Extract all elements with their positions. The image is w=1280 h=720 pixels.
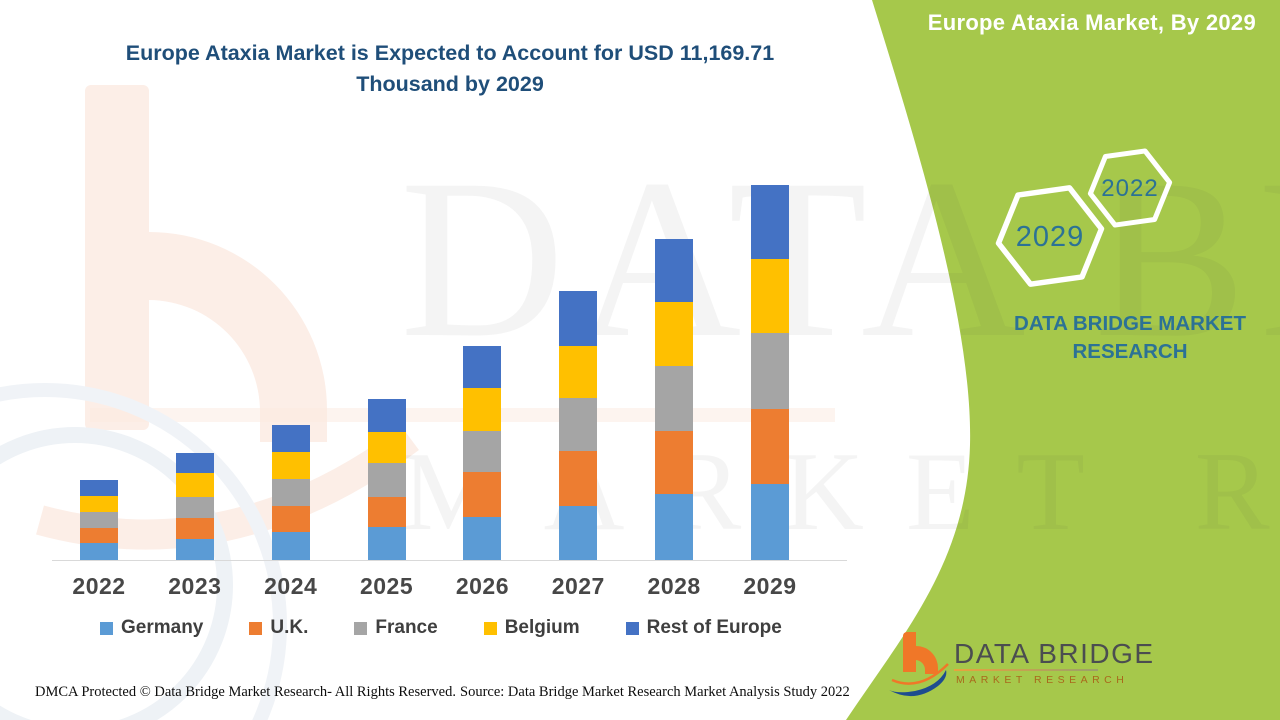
- hexagon-2029: 2029: [995, 185, 1105, 287]
- chart-title: Europe Ataxia Market is Expected to Acco…: [55, 38, 845, 100]
- chart-title-line2: Thousand by 2029: [356, 72, 544, 96]
- bar-segment-belgium: [750, 259, 789, 334]
- bar-segment-belgium: [367, 431, 406, 464]
- bar-segment-rest-of-europe: [175, 453, 214, 473]
- footer-source-text: Source: Data Bridge Market Research Mark…: [460, 684, 850, 700]
- legend-label: Germany: [121, 617, 204, 638]
- bar-segment-rest-of-europe: [750, 184, 789, 260]
- hexagon-2022: 2022: [1087, 148, 1173, 228]
- logo-wordmark: DATA BRIDGE: [954, 638, 1155, 669]
- legend-item-germany: Germany: [100, 617, 203, 639]
- bar-segment-belgium: [463, 388, 502, 432]
- bar-segment-u-k-: [655, 430, 694, 494]
- bar-segment-france: [175, 497, 214, 518]
- legend-swatch-icon: [483, 621, 497, 635]
- bar-segment-u-k-: [175, 517, 214, 540]
- bar-segment-u-k-: [271, 505, 310, 533]
- side-panel-brand-line2: RESEARCH: [1072, 340, 1188, 363]
- side-panel-brand-text: DATA BRIDGE MARKET RESEARCH: [1005, 310, 1255, 366]
- logo-underline: [954, 669, 1098, 671]
- bar-segment-france: [80, 512, 118, 528]
- legend-item-belgium: Belgium: [483, 617, 580, 639]
- bar-segment-france: [463, 431, 502, 473]
- legend-swatch-icon: [249, 621, 263, 635]
- legend-swatch-icon: [100, 621, 113, 635]
- logo-subtitle: MARKET RESEARCH: [956, 674, 1129, 686]
- hexagon-2022-label: 2022: [1101, 175, 1158, 202]
- bar-segment-germany: [367, 526, 406, 560]
- x-axis-line: [52, 560, 847, 561]
- bar-segment-france: [559, 398, 598, 452]
- stacked-bar-2029: [750, 184, 789, 560]
- bar-segment-germany: [559, 506, 598, 560]
- bar-segment-belgium: [655, 302, 694, 366]
- x-axis-label-2028: 2028: [647, 573, 701, 599]
- bar-segment-france: [367, 463, 406, 497]
- hexagon-2029-label: 2029: [1016, 221, 1085, 253]
- bar-segment-belgium: [271, 451, 310, 479]
- stacked-bar-2022: [80, 480, 118, 560]
- bar-segment-rest-of-europe: [559, 290, 598, 347]
- side-panel-heading: Europe Ataxia Market, By 2029: [927, 10, 1256, 35]
- legend-swatch-icon: [625, 621, 639, 635]
- x-axis-label-2025: 2025: [359, 573, 414, 599]
- legend-label: Belgium: [504, 617, 580, 638]
- stacked-bar-2026: [463, 346, 502, 560]
- bar-segment-u-k-: [367, 496, 406, 527]
- x-axis-label-2026: 2026: [455, 573, 509, 599]
- legend-item-france: France: [354, 617, 438, 639]
- data-bridge-logo-icon: [889, 632, 949, 697]
- bar-segment-rest-of-europe: [80, 480, 118, 496]
- stacked-bar-2028: [655, 239, 694, 560]
- legend-item-rest-of-europe: Rest of Europe: [625, 617, 782, 639]
- bar-segment-belgium: [80, 495, 118, 513]
- bar-segment-rest-of-europe: [463, 346, 502, 389]
- bar-segment-u-k-: [80, 527, 118, 544]
- bar-segment-u-k-: [559, 451, 598, 507]
- bar-segment-germany: [175, 539, 214, 560]
- x-axis-label-2022: 2022: [72, 573, 126, 599]
- chart-title-line1: Europe Ataxia Market is Expected to Acco…: [125, 41, 775, 65]
- bar-segment-germany: [655, 493, 694, 560]
- bar-segment-belgium: [175, 472, 214, 497]
- x-axis-label-2027: 2027: [551, 573, 605, 599]
- bar-segment-belgium: [559, 346, 598, 399]
- footer-dmca-text: DMCA Protected © Data Bridge Market Rese…: [35, 684, 456, 700]
- bar-segment-rest-of-europe: [367, 398, 406, 432]
- bar-segment-france: [655, 365, 694, 431]
- bar-segment-rest-of-europe: [271, 424, 310, 452]
- stacked-bar-2024: [271, 424, 310, 560]
- legend-swatch-icon: [354, 621, 368, 635]
- bar-segment-germany: [271, 532, 310, 560]
- x-axis-label-2023: 2023: [168, 573, 222, 599]
- legend-label: France: [375, 617, 438, 638]
- stacked-bar-2025: [367, 398, 406, 560]
- bar-segment-france: [750, 333, 789, 409]
- x-axis-label-2024: 2024: [264, 573, 318, 599]
- bar-segment-germany: [750, 484, 789, 560]
- bar-segment-u-k-: [463, 472, 502, 518]
- legend-label: U.K.: [270, 617, 309, 638]
- bar-segment-germany: [463, 517, 502, 560]
- legend: Germany U.K. France Belgium Rest of Europe: [100, 617, 782, 639]
- bar-segment-germany: [80, 543, 118, 560]
- bar-segment-rest-of-europe: [655, 239, 694, 303]
- bar-segment-france: [271, 478, 310, 506]
- x-axis-label-2029: 2029: [743, 573, 797, 599]
- legend-item-u-k-: U.K.: [249, 617, 308, 639]
- plot-area: 2022 2023 2024 2025 2026 2027 2028 2029: [72, 184, 797, 599]
- legend-label: Rest of Europe: [646, 617, 782, 638]
- stacked-bar-2027: [559, 290, 598, 560]
- bar-segment-u-k-: [750, 408, 789, 485]
- side-panel-brand-line1: DATA BRIDGE MARKET: [1014, 312, 1246, 335]
- stacked-bar-2023: [175, 453, 214, 560]
